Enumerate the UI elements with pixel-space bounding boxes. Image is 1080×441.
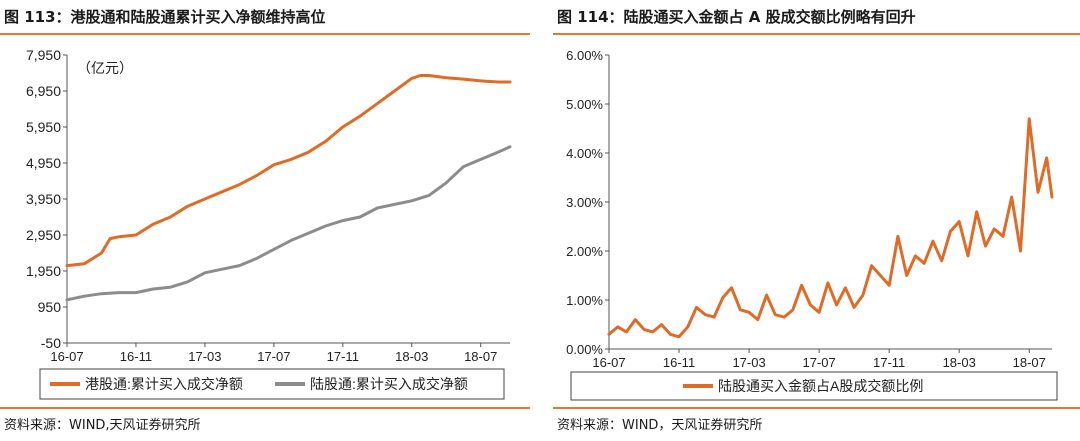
left-legend-box [39, 368, 505, 400]
right-y-tick-label: 4.00% [566, 146, 603, 161]
left-y-tick-label: 1,950 [26, 263, 61, 279]
left-y-tick-label: -50 [41, 335, 61, 351]
left-chart: 7,950 6,950 5,950 4,950 3,950 2,950 1,950 950 -5… [26, 47, 512, 400]
right-y-tick-label: 6.00% [566, 48, 603, 63]
left-chart-panel: 图 113：港股通和陆股通累计买入净额维持高位 7,950 6,950 5,950 4… [0, 0, 530, 441]
right-chart: 6.00% 5.00% 4.00% 3.00% 2.00% 1.00% 0.00%16-07… [566, 48, 1058, 401]
right-y-tick-label: 0.00% [566, 342, 603, 357]
right-bottom-rule [553, 407, 1080, 409]
right-series-line-1 [607, 117, 1054, 339]
left-x-tick-label: 16-11 [120, 349, 152, 364]
left-y-tick-label: 2,950 [26, 227, 61, 243]
left-series-line-1 [65, 74, 512, 268]
right-x-tick-label: 17-11 [873, 355, 905, 370]
left-x-tick-label: 16-07 [50, 349, 83, 364]
right-legend-label-1: 陆股通买入金额占A股成交额比例 [718, 378, 923, 394]
right-x-tick-label: 17-03 [732, 355, 765, 370]
right-y-tick-label: 1.00% [566, 293, 603, 308]
right-x-tick-label: 18-07 [1013, 355, 1046, 370]
right-y-tick-label: 3.00% [566, 195, 603, 210]
left-y-tick-label: 3,950 [26, 191, 61, 207]
left-y-tick-label: 950 [38, 299, 62, 315]
left-x-tick-label: 17-11 [327, 349, 359, 364]
right-legend-box [570, 371, 1058, 401]
left-x-tick-label: 17-07 [257, 349, 290, 364]
left-x-tick-label: 18-07 [464, 349, 497, 364]
left-unit-label: （亿元） [77, 60, 133, 76]
right-chart-title: 图 114：陆股通买入金额占 A 股成交额比例略有回升 [557, 8, 916, 26]
left-series-line-2 [65, 145, 512, 302]
left-legend-label-1: 港股通:累计买入成交净额 [85, 376, 243, 392]
right-x-tick-label: 16-07 [592, 355, 625, 370]
left-source-note: 资料来源：WIND,天风证券研究所 [4, 418, 201, 433]
right-y-tick-label: 5.00% [566, 97, 603, 112]
right-x-tick-label: 17-07 [802, 355, 835, 370]
left-y-tick-label: 6,950 [26, 83, 61, 99]
left-x-tick-label: 18-03 [395, 349, 428, 364]
right-chart-panel: 图 114：陆股通买入金额占 A 股成交额比例略有回升 6.00% 5.00% 4.… [553, 0, 1080, 441]
right-source-note: 资料来源：WIND，天风证券研究所 [557, 418, 763, 433]
right-x-tick-label: 18-03 [943, 355, 976, 370]
left-y-tick-label: 5,950 [26, 119, 61, 135]
right-title-rule [553, 33, 1080, 35]
left-x-tick-label: 17-03 [188, 349, 221, 364]
left-legend-label-2: 陆股通:累计买入成交净额 [310, 376, 468, 392]
left-title-rule [0, 33, 530, 35]
left-bottom-rule [0, 407, 530, 409]
left-y-tick-label: 7,950 [26, 47, 61, 63]
left-y-tick-label: 4,950 [26, 155, 61, 171]
left-chart-title: 图 113：港股通和陆股通累计买入净额维持高位 [4, 8, 326, 26]
right-y-tick-label: 2.00% [566, 244, 603, 259]
right-x-tick-label: 16-11 [663, 355, 695, 370]
